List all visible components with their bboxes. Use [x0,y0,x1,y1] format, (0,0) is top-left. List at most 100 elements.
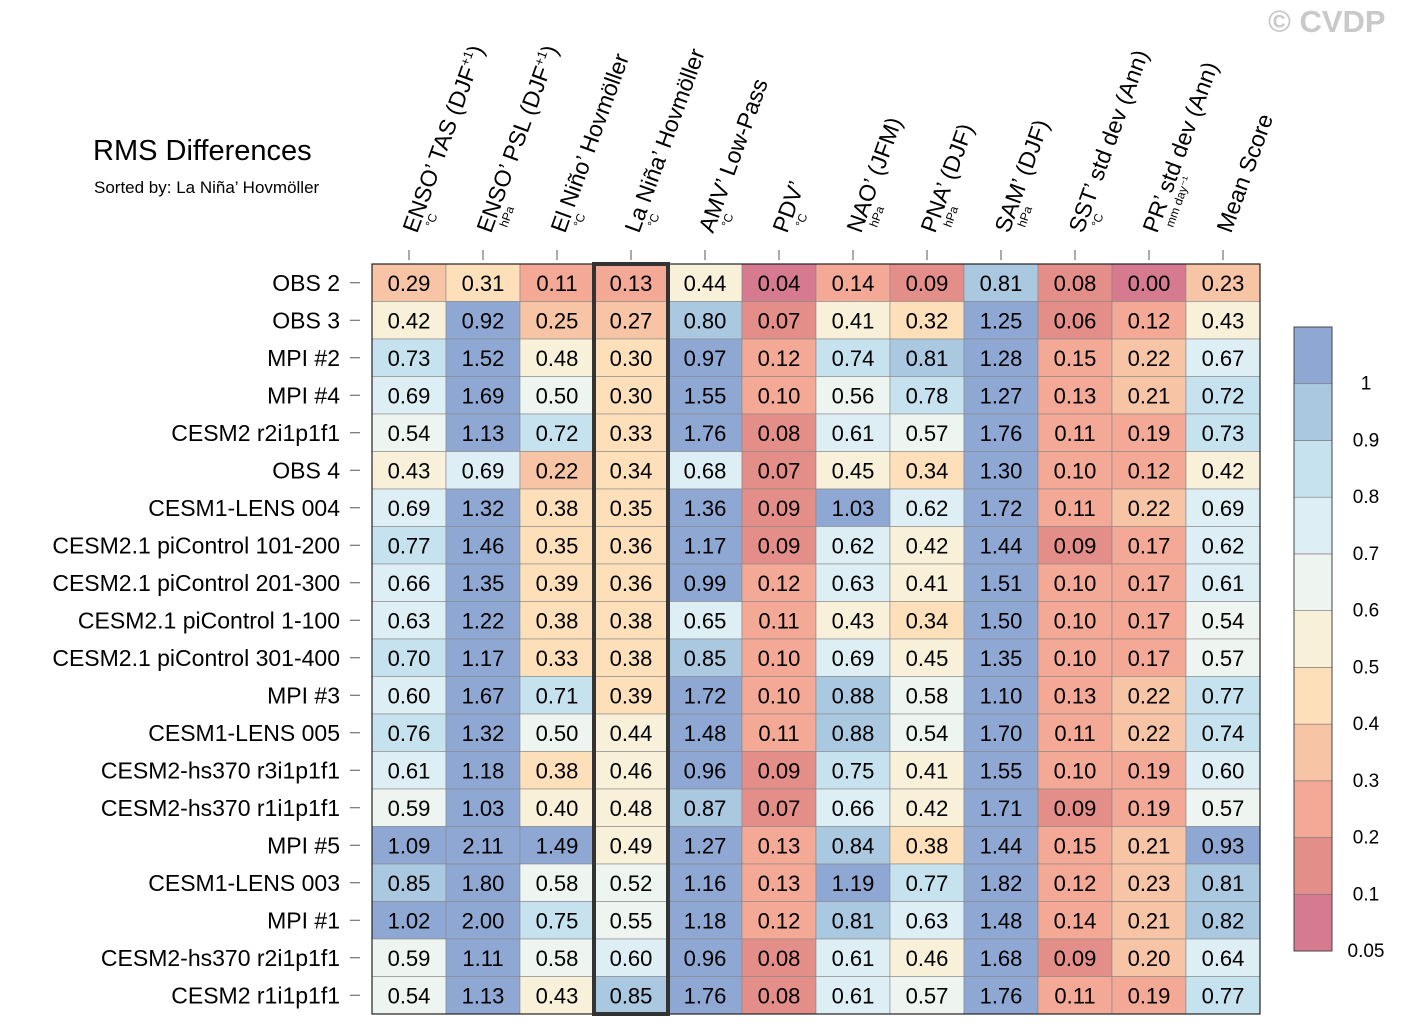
heatmap-cell [371,826,447,865]
cell-value-label: 0.22 [1128,683,1171,708]
heatmap-cell [519,563,595,602]
cell-value-label: 2.00 [462,908,505,933]
column-unit: °C [645,211,663,229]
row-label: CESM2.1 piControl 201-300 [52,570,340,596]
column-unit: °C [793,211,811,229]
cell-value-label: 0.63 [388,608,431,633]
cell-value-label: 0.33 [536,646,579,671]
cell-value-label: 0.85 [610,983,653,1008]
cell-value-label: 0.07 [758,796,801,821]
heatmap-cell [593,863,669,902]
cell-value-label: 0.17 [1128,608,1171,633]
cell-value-label: 0.29 [388,271,431,296]
heatmap-cell [963,938,1039,977]
cell-value-label: 0.77 [1202,983,1245,1008]
cell-value-label: 0.77 [906,871,949,896]
cell-value-label: 1.28 [980,346,1023,371]
cell-value-label: 1.76 [684,421,727,446]
heatmap-cell [1037,713,1113,752]
heatmap-cell [371,788,447,827]
column-name: AMV’ Low-Pass [693,75,773,236]
cell-value-label: 0.69 [832,646,875,671]
heatmap-cell [1111,526,1187,565]
heatmap-cell [741,713,817,752]
heatmap-cell [519,788,595,827]
cell-value-label: 1.52 [462,346,505,371]
row-label: CESM1-LENS 004 [148,495,340,521]
heatmap-cell [1185,563,1261,602]
heatmap-cell [963,338,1039,377]
cell-value-label: 1.44 [980,533,1023,558]
heatmap-cell [593,563,669,602]
heatmap-cell [815,638,891,677]
heatmap-cell [1111,901,1187,940]
cell-value-label: 0.08 [758,946,801,971]
heatmap-cell [1185,751,1261,790]
heatmap-cell [593,751,669,790]
heatmap-cell [1185,638,1261,677]
cell-value-label: 0.99 [684,571,727,596]
heatmap-cell [1111,976,1187,1015]
heatmap-cell [889,413,965,452]
cell-value-label: 1.71 [980,796,1023,821]
row-label: MPI #5 [267,832,340,858]
cell-value-label: 0.55 [610,908,653,933]
heatmap-cell [1185,263,1261,302]
row-label: CESM2.1 piControl 101-200 [52,532,340,558]
column-name: SST’ std dev (Ann) [1063,46,1153,235]
heatmap-cell [667,601,743,640]
heatmap-cell [445,826,521,865]
cell-value-label: 0.63 [906,908,949,933]
cell-value-label: 0.34 [610,458,653,483]
cell-value-label: 0.19 [1128,758,1171,783]
cell-value-label: 0.13 [1054,683,1097,708]
colorbar-tick-label: 0.7 [1353,544,1379,565]
cell-value-label: 0.63 [832,571,875,596]
sorted-column-highlight [592,262,670,1016]
heatmap-cell [667,713,743,752]
row-label: MPI #4 [267,382,340,408]
heatmap-cell [1185,976,1261,1015]
heatmap-cell [371,376,447,415]
heatmap-cell [963,526,1039,565]
cell-value-label: 0.10 [758,683,801,708]
column-header: Mean Score [1211,110,1278,235]
heatmap-cell [519,863,595,902]
row-label: CESM2-hs370 r2i1p1f1 [101,945,340,971]
cell-value-label: 0.42 [906,533,949,558]
cell-value-label: 1.18 [684,908,727,933]
cell-value-label: 0.61 [1202,571,1245,596]
heatmap-cell [593,976,669,1015]
cell-value-label: 0.17 [1128,533,1171,558]
cell-value-label: 0.58 [906,683,949,708]
cell-value-label: 0.11 [1054,421,1095,446]
colorbar-tick-label: 1 [1361,374,1372,395]
heatmap-cell [1111,826,1187,865]
heatmap-cell [963,601,1039,640]
heatmap-cell [815,751,891,790]
heatmap-cell [519,751,595,790]
heatmap-cell [741,451,817,490]
heatmap-cell [1185,676,1261,715]
heatmap-cell [1037,676,1113,715]
cell-value-label: 0.09 [758,533,801,558]
cell-value-label: 0.82 [1202,908,1245,933]
cell-value-label: 0.44 [610,721,653,746]
heatmap-cell [667,451,743,490]
heatmap-cell [519,638,595,677]
cell-value-label: 0.35 [536,533,579,558]
cell-value-label: 0.96 [684,758,727,783]
heatmap-cell [519,901,595,940]
heatmap-cell [741,601,817,640]
column-unit: hPa [1015,204,1036,229]
heatmap-cell [963,976,1039,1015]
column-name: ENSO’ TAS (DJF [397,63,481,236]
cell-value-label: 0.59 [388,946,431,971]
cell-value-label: 1.03 [832,496,875,521]
heatmap-cell [815,938,891,977]
heatmap-cell [889,901,965,940]
heatmap-cell [1037,601,1113,640]
heatmap-cell [963,676,1039,715]
heatmap-cell [1185,413,1261,452]
cell-value-label: 0.69 [462,458,505,483]
